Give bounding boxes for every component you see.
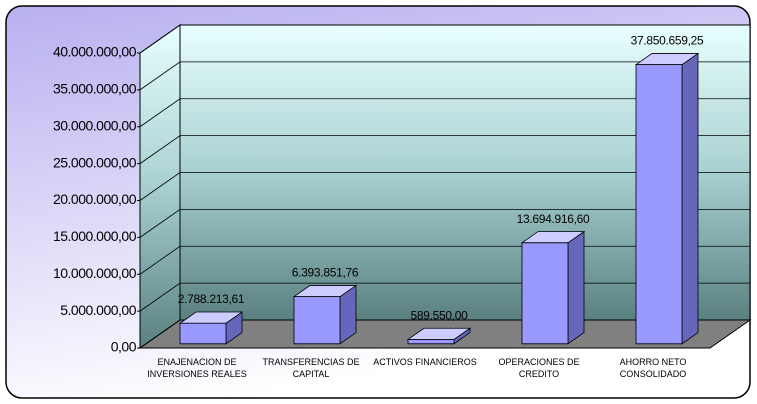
grid-line <box>139 135 750 164</box>
bar-side <box>681 52 699 345</box>
bar-front <box>179 322 227 345</box>
value-label: 37.850.659,25 <box>631 34 704 48</box>
value-label: 6.393.851,76 <box>292 266 359 280</box>
y-tick-label: 0,00 <box>111 339 137 355</box>
grid-line <box>139 172 750 201</box>
x-tick-label: OPERACIONES DE CREDITO <box>498 357 580 379</box>
y-tick-label: 10.000.000,00 <box>53 265 137 281</box>
x-tick-label: TRANSFERENCIAS DE CAPITAL <box>262 357 360 379</box>
bar-front <box>293 296 341 345</box>
bar-front <box>521 242 569 345</box>
value-label: 2.788.213,61 <box>178 292 245 306</box>
grid-line <box>139 24 750 54</box>
y-tick-label: 35.000.000,00 <box>53 81 137 97</box>
y-tick-label: 15.000.000,00 <box>53 228 137 244</box>
bar-front <box>635 64 683 345</box>
x-tick-label: ACTIVOS FINANCIEROS <box>373 357 477 367</box>
x-tick-label: AHORRO NETO CONSOLIDADO <box>619 357 687 379</box>
bar <box>292 284 358 345</box>
y-tick-label: 25.000.000,00 <box>53 154 137 170</box>
y-tick-label: 5.000.000,00 <box>60 302 136 318</box>
grid-line <box>139 208 750 238</box>
bar <box>520 230 586 345</box>
bar <box>634 52 700 345</box>
grid-line <box>139 98 750 128</box>
bar-side <box>567 230 585 345</box>
value-label: 13.694.916,60 <box>517 212 590 226</box>
bar-front <box>407 339 455 345</box>
y-tick-label: 30.000.000,00 <box>53 117 137 133</box>
value-label: 589.550,00 <box>410 308 468 322</box>
y-tick-label: 20.000.000,00 <box>53 191 137 207</box>
bar <box>406 327 472 345</box>
y-tick-label: 40.000.000,00 <box>53 44 137 60</box>
grid-line <box>139 61 750 91</box>
bar <box>178 311 244 345</box>
x-tick-label: ENAJENACION DE INVERSIONES REALES <box>147 357 247 379</box>
